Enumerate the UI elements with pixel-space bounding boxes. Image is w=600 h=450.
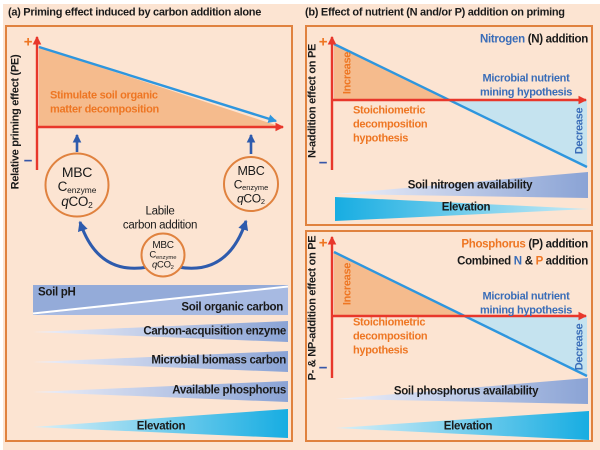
stoich-hypothesis-p-line1: Stoichiometric [353, 316, 426, 329]
combined-p: P [535, 255, 543, 268]
mbc-circle-right [223, 156, 279, 212]
c-subscript: enzyme [67, 184, 97, 195]
decrease-label-p: Decrease [573, 323, 586, 371]
available-phosphorus-label: Available phosphorus [172, 384, 286, 397]
stimulate-label-line2: matter decomposition [50, 103, 159, 116]
labile-label-line1: Labile [145, 205, 175, 218]
panel-a-box [5, 25, 293, 442]
combined-amp: & [521, 255, 536, 268]
wedge-carbon-acquisition-enzyme [33, 321, 288, 342]
c-subscript: enzyme [242, 183, 269, 193]
co-symbol: CO [157, 259, 171, 271]
plus-sign-p: + [318, 234, 328, 252]
mining-hypothesis-p-line1: Microbial nutrient [482, 290, 570, 303]
elevation-label-n: Elevation [441, 201, 491, 214]
p-y-axis-label: P- & NP-addition effect on PE [306, 235, 319, 381]
mining-hypothesis-n-line1: Microbial nutrient [482, 72, 570, 85]
elevation-label-p: Elevation [443, 420, 493, 433]
c-subscript: enzyme [155, 254, 177, 261]
co-symbol: CO [68, 193, 89, 209]
mbc-left-line3: qCO2 [61, 193, 93, 210]
labile-label-line2: carbon addition [122, 219, 198, 232]
soil-organic-carbon-label: Soil organic carbon [181, 301, 283, 314]
wedge-available-phosphorus [33, 381, 288, 402]
c-symbol: C [57, 178, 68, 194]
combined-n: N [513, 255, 522, 268]
n-y-axis-label: N-addition effect on PE [306, 43, 319, 159]
stoich-hypothesis-p-line2: decomposition [353, 330, 428, 343]
plus-sign-a: + [23, 33, 33, 51]
panel-a-y-axis-label: Relative priming effect (PE) [9, 54, 22, 190]
q-symbol: q [61, 193, 69, 209]
wedge-microbial-biomass-carbon [33, 351, 288, 372]
phosphorus-rest: (P) addition [525, 238, 588, 251]
soil-nitrogen-availability-label: Soil nitrogen availability [407, 179, 533, 192]
panel-a-title: (a) Priming effect induced by carbon add… [8, 6, 262, 19]
co-subscript: 2 [88, 199, 93, 210]
c-symbol: C [149, 249, 156, 261]
co-symbol: CO [243, 191, 261, 206]
mbc-left-line2: Cenzyme [57, 178, 97, 195]
phosphorus-header: Phosphorus (P) addition [461, 239, 588, 251]
curved-arrow-right [177, 219, 249, 270]
mbc-center-line2: Cenzyme [149, 250, 176, 261]
effect-decline-line-n [333, 42, 588, 169]
curved-arrow-left [77, 220, 149, 270]
soil-bar-divider [32, 285, 289, 315]
mbc-circle-left [44, 152, 110, 218]
combined-pre: Combined [457, 255, 514, 268]
c-symbol: C [233, 177, 243, 192]
mbc-right-line3: qCO2 [237, 192, 265, 205]
phosphorus-word: Phosphorus [461, 238, 526, 251]
minus-sign-n: − [318, 154, 328, 172]
stoich-hypothesis-n-line3: hypothesis [353, 132, 409, 145]
panel-b-title: (b) Effect of nutrient (N and/or P) addi… [305, 6, 565, 19]
stimulate-label-line1: Stimulate soil organic [50, 89, 158, 102]
mining-hypothesis-n-line2: mining hypothesis [479, 86, 573, 99]
nitrogen-header: Nitrogen (N) addition [480, 34, 588, 46]
wedge-elevation-a [33, 409, 288, 438]
co-subscript: 2 [170, 264, 174, 271]
wedge-soil-nitrogen-availability [336, 172, 588, 198]
nitrogen-rest: (N) addition [524, 33, 589, 46]
panel-b-phosphorus-box [305, 230, 593, 442]
stoich-hypothesis-p-line3: hypothesis [353, 344, 409, 357]
wedge-elevation-n [335, 197, 589, 221]
q-symbol: q [152, 259, 158, 271]
combined-header: Combined N & P addition [457, 256, 588, 268]
stoich-hypothesis-n-line1: Stoichiometric [353, 104, 426, 117]
mbc-left-line1: MBC [61, 164, 93, 180]
elevation-label-a: Elevation [136, 420, 186, 433]
minus-sign-p: − [318, 359, 328, 377]
carbon-acquisition-enzyme-label: Carbon-acquisition enzyme [143, 325, 286, 338]
mbc-center-line3: qCO2 [152, 260, 174, 271]
wedge-elevation-p [335, 411, 589, 440]
stoich-hypothesis-n-line2: decomposition [353, 118, 428, 131]
combined-post: addition [542, 255, 589, 268]
minus-sign-a: − [23, 152, 33, 170]
soil-phosphorus-availability-label: Soil phosphorus availability [393, 385, 539, 398]
effect-decline-line-p [333, 250, 588, 378]
pe-decline-line-a [38, 45, 278, 123]
mbc-right-line1: MBC [237, 163, 265, 178]
mining-hypothesis-p-line2: mining hypothesis [479, 304, 573, 317]
mbc-circle-center [140, 232, 186, 278]
mbc-center-line1: MBC [152, 240, 174, 251]
wedge-soil-phosphorus-availability [336, 378, 588, 404]
soil-ph-label: Soil pH [38, 286, 76, 299]
q-symbol: q [237, 191, 244, 206]
panel-b-nitrogen-box [305, 25, 593, 226]
microbial-biomass-carbon-label: Microbial biomass carbon [151, 354, 286, 367]
increase-label-n: Increase [341, 51, 354, 95]
plus-sign-n: + [318, 33, 328, 51]
decrease-label-n: Decrease [573, 107, 586, 155]
co-subscript: 2 [260, 197, 265, 207]
increase-label-p: Increase [341, 262, 354, 306]
mbc-right-line2: Cenzyme [234, 178, 268, 191]
nitrogen-word: Nitrogen [479, 33, 525, 46]
